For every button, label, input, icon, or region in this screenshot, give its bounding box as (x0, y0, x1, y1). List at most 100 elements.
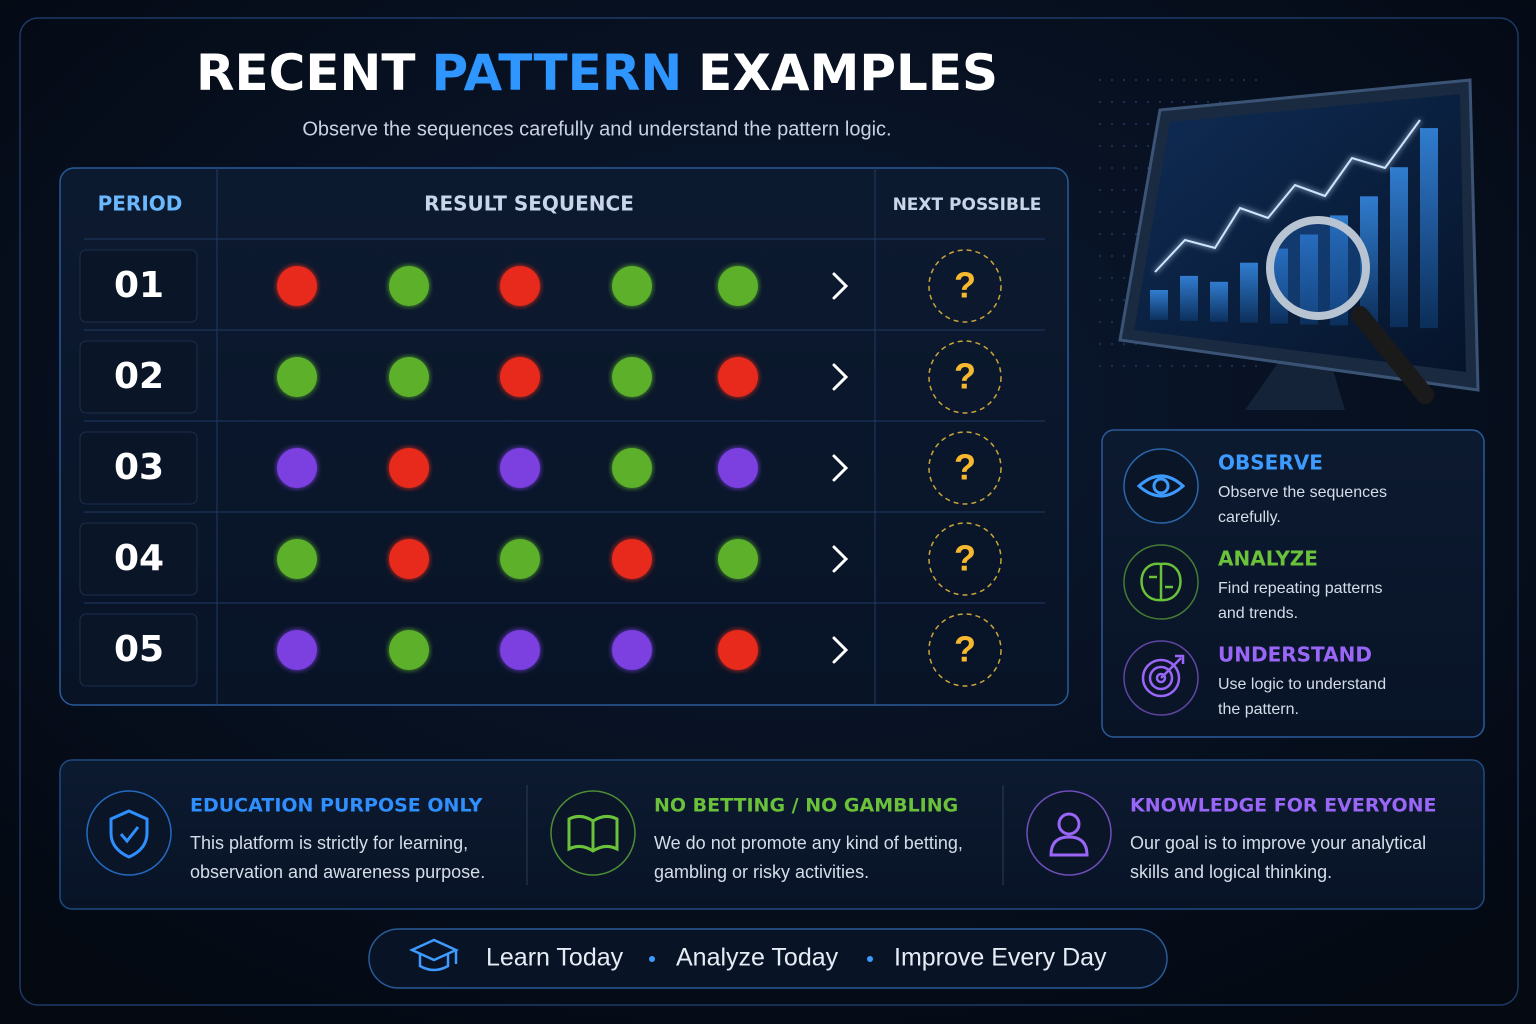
notice-title: NO BETTING / NO GAMBLING (654, 795, 958, 817)
dot-pattern (1111, 101, 1113, 103)
dot-pattern (1135, 123, 1137, 125)
magnifier-lens (1266, 216, 1370, 320)
dot-pattern (1123, 167, 1125, 169)
title-word: RECENT (196, 44, 415, 102)
screen-bar (1390, 167, 1408, 328)
step-title: OBSERVE (1218, 451, 1323, 475)
dot-pattern (1111, 321, 1113, 323)
footer-pill (368, 928, 1168, 989)
dot-pattern (1219, 101, 1221, 103)
result-dot (500, 630, 540, 670)
dot-pattern (1099, 233, 1101, 235)
column-header: NEXT POSSIBLE (893, 195, 1042, 215)
dot-pattern (1147, 79, 1149, 81)
table-panel (59, 167, 1069, 706)
dot-pattern (1207, 101, 1209, 103)
dot-pattern (1231, 365, 1233, 367)
result-dot (612, 448, 652, 488)
result-dot (277, 539, 317, 579)
result-dot (277, 630, 317, 670)
result-dot (718, 539, 758, 579)
target-arrow (1160, 654, 1185, 679)
magnifier-handle (1351, 306, 1434, 404)
period-box (79, 613, 198, 687)
result-dot (718, 357, 758, 397)
result-dot (500, 357, 540, 397)
result-dot (277, 448, 317, 488)
column-header: RESULT SEQUENCE (424, 192, 634, 216)
dot-pattern (1123, 123, 1125, 125)
dot-pattern (1135, 189, 1137, 191)
dot-pattern (1243, 365, 1245, 367)
result-dot (500, 539, 540, 579)
dot-pattern (1123, 365, 1125, 367)
result-dot (612, 539, 652, 579)
steps-panel (1101, 429, 1485, 738)
title-word: EXAMPLES (698, 44, 998, 102)
footer-item: Improve Every Day (894, 944, 1107, 972)
dot-pattern (1135, 365, 1137, 367)
dot-pattern (1135, 101, 1137, 103)
dot-pattern (1171, 79, 1173, 81)
arrow (832, 272, 849, 300)
dot-pattern (1099, 365, 1101, 367)
dot-pattern (1243, 79, 1245, 81)
dot-pattern (1255, 79, 1257, 81)
dot-pattern (1099, 255, 1101, 257)
notice-text: This platform is strictly for learning, (190, 833, 468, 853)
result-dot (612, 266, 652, 306)
notice-title: EDUCATION PURPOSE ONLY (190, 795, 483, 817)
dot-pattern (1111, 145, 1113, 147)
result-dot (718, 630, 758, 670)
next-circle (928, 340, 1002, 414)
column-header: PERIOD (98, 192, 183, 216)
person-head (1057, 812, 1081, 836)
target-ring (1141, 658, 1181, 698)
result-dot (718, 266, 758, 306)
step-text: carefully. (1218, 509, 1281, 526)
screen-bar (1150, 290, 1168, 320)
title-word: PATTERN (431, 44, 682, 102)
dot-pattern (1135, 79, 1137, 81)
dot-pattern (1123, 101, 1125, 103)
dot-pattern (1183, 101, 1185, 103)
dot-pattern (1123, 277, 1125, 279)
result-dot (277, 357, 317, 397)
dot-pattern (1231, 79, 1233, 81)
screen-bar (1300, 234, 1318, 325)
dot-pattern (1099, 79, 1101, 81)
target-ring (1155, 672, 1167, 684)
dot-pattern (1171, 365, 1173, 367)
result-dot (389, 539, 429, 579)
dot-pattern (1195, 365, 1197, 367)
dot-pattern (1099, 189, 1101, 191)
screen-line (1154, 119, 1421, 273)
dot-pattern (1123, 233, 1125, 235)
period-label: 03 (114, 447, 164, 488)
period-box (79, 340, 198, 414)
step-text: Find repeating patterns (1218, 580, 1383, 597)
dot-pattern (1183, 79, 1185, 81)
dot-pattern (1219, 79, 1221, 81)
result-dot (612, 357, 652, 397)
dot-pattern (1147, 123, 1149, 125)
next-mark: ? (954, 629, 976, 670)
notice-text: Our goal is to improve your analytical (1130, 833, 1426, 853)
dot-pattern (1123, 299, 1125, 301)
step-title: ANALYZE (1218, 547, 1318, 571)
dot-pattern (1111, 123, 1113, 125)
period-box (79, 522, 198, 596)
notice-text: gambling or risky activities. (654, 862, 869, 882)
result-dot (389, 357, 429, 397)
dot-pattern (1123, 189, 1125, 191)
dot-pattern (1135, 145, 1137, 147)
step-icon-ring (1123, 448, 1199, 524)
outer-frame (19, 17, 1519, 1006)
footer-item: Learn Today (486, 944, 624, 972)
notice-text: skills and logical thinking. (1130, 862, 1332, 882)
screen-bar (1180, 275, 1198, 321)
page-title: RECENT PATTERN EXAMPLES (196, 44, 998, 102)
book-icon (567, 814, 619, 853)
result-dot (500, 448, 540, 488)
